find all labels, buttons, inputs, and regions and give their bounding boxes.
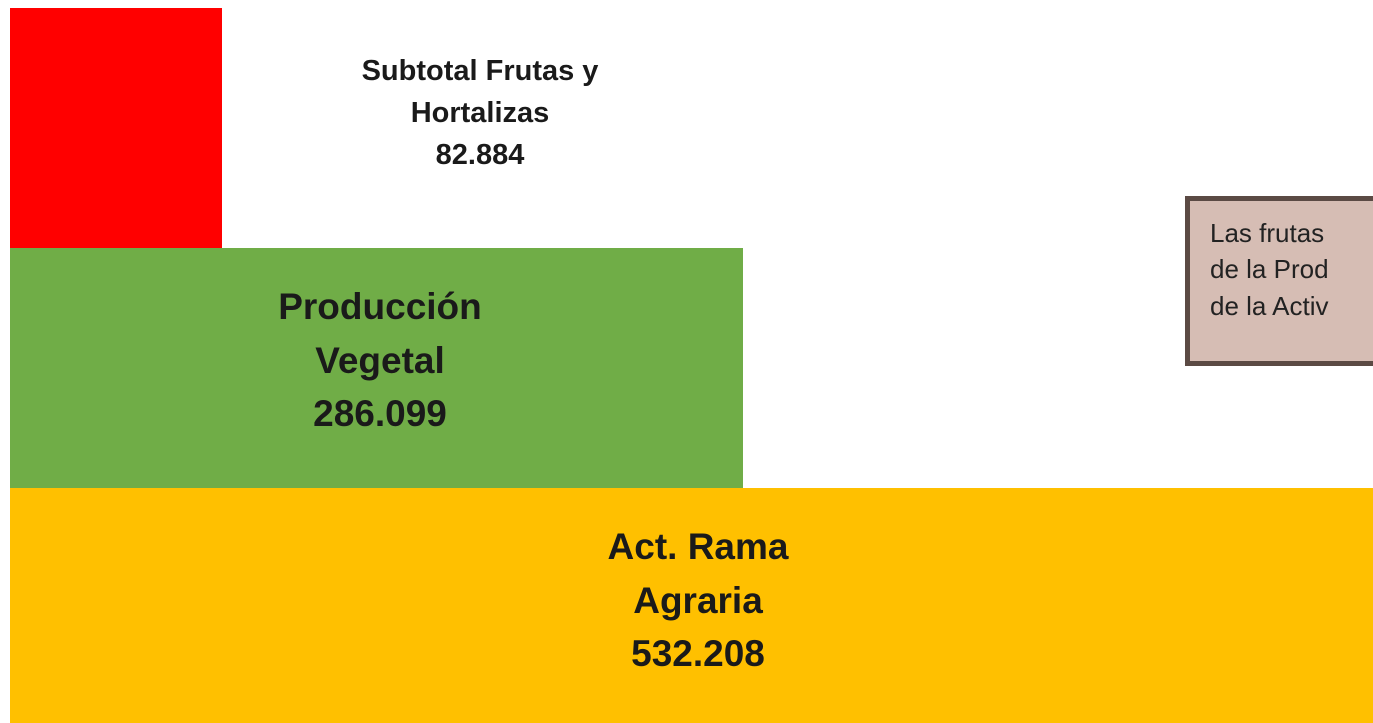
category-label: Subtotal Frutas y Hortalizas [361,55,599,130]
annotation-line: Las frutas [1210,218,1325,248]
bar-label: Act. Rama Agraria 532.208 [548,520,848,681]
value-label: 286.099 [313,393,447,435]
category-label: Act. Rama Agraria [607,526,789,621]
bar [10,248,743,488]
bar [10,8,223,248]
bar-label: Producción Vegetal 286.099 [230,280,530,441]
bar [10,488,1373,723]
value-label: 82.884 [435,139,525,172]
value-label: 532.208 [631,633,765,675]
category-label: Producción Vegetal [278,286,482,381]
bar-label: Subtotal Frutas y Hortalizas 82.884 [290,50,670,176]
annotation-box: Las frutas de la Prod de la Activ [1185,196,1373,366]
annotation-line: de la Activ [1210,290,1329,321]
annotation-line: de la Prod [1210,254,1329,285]
